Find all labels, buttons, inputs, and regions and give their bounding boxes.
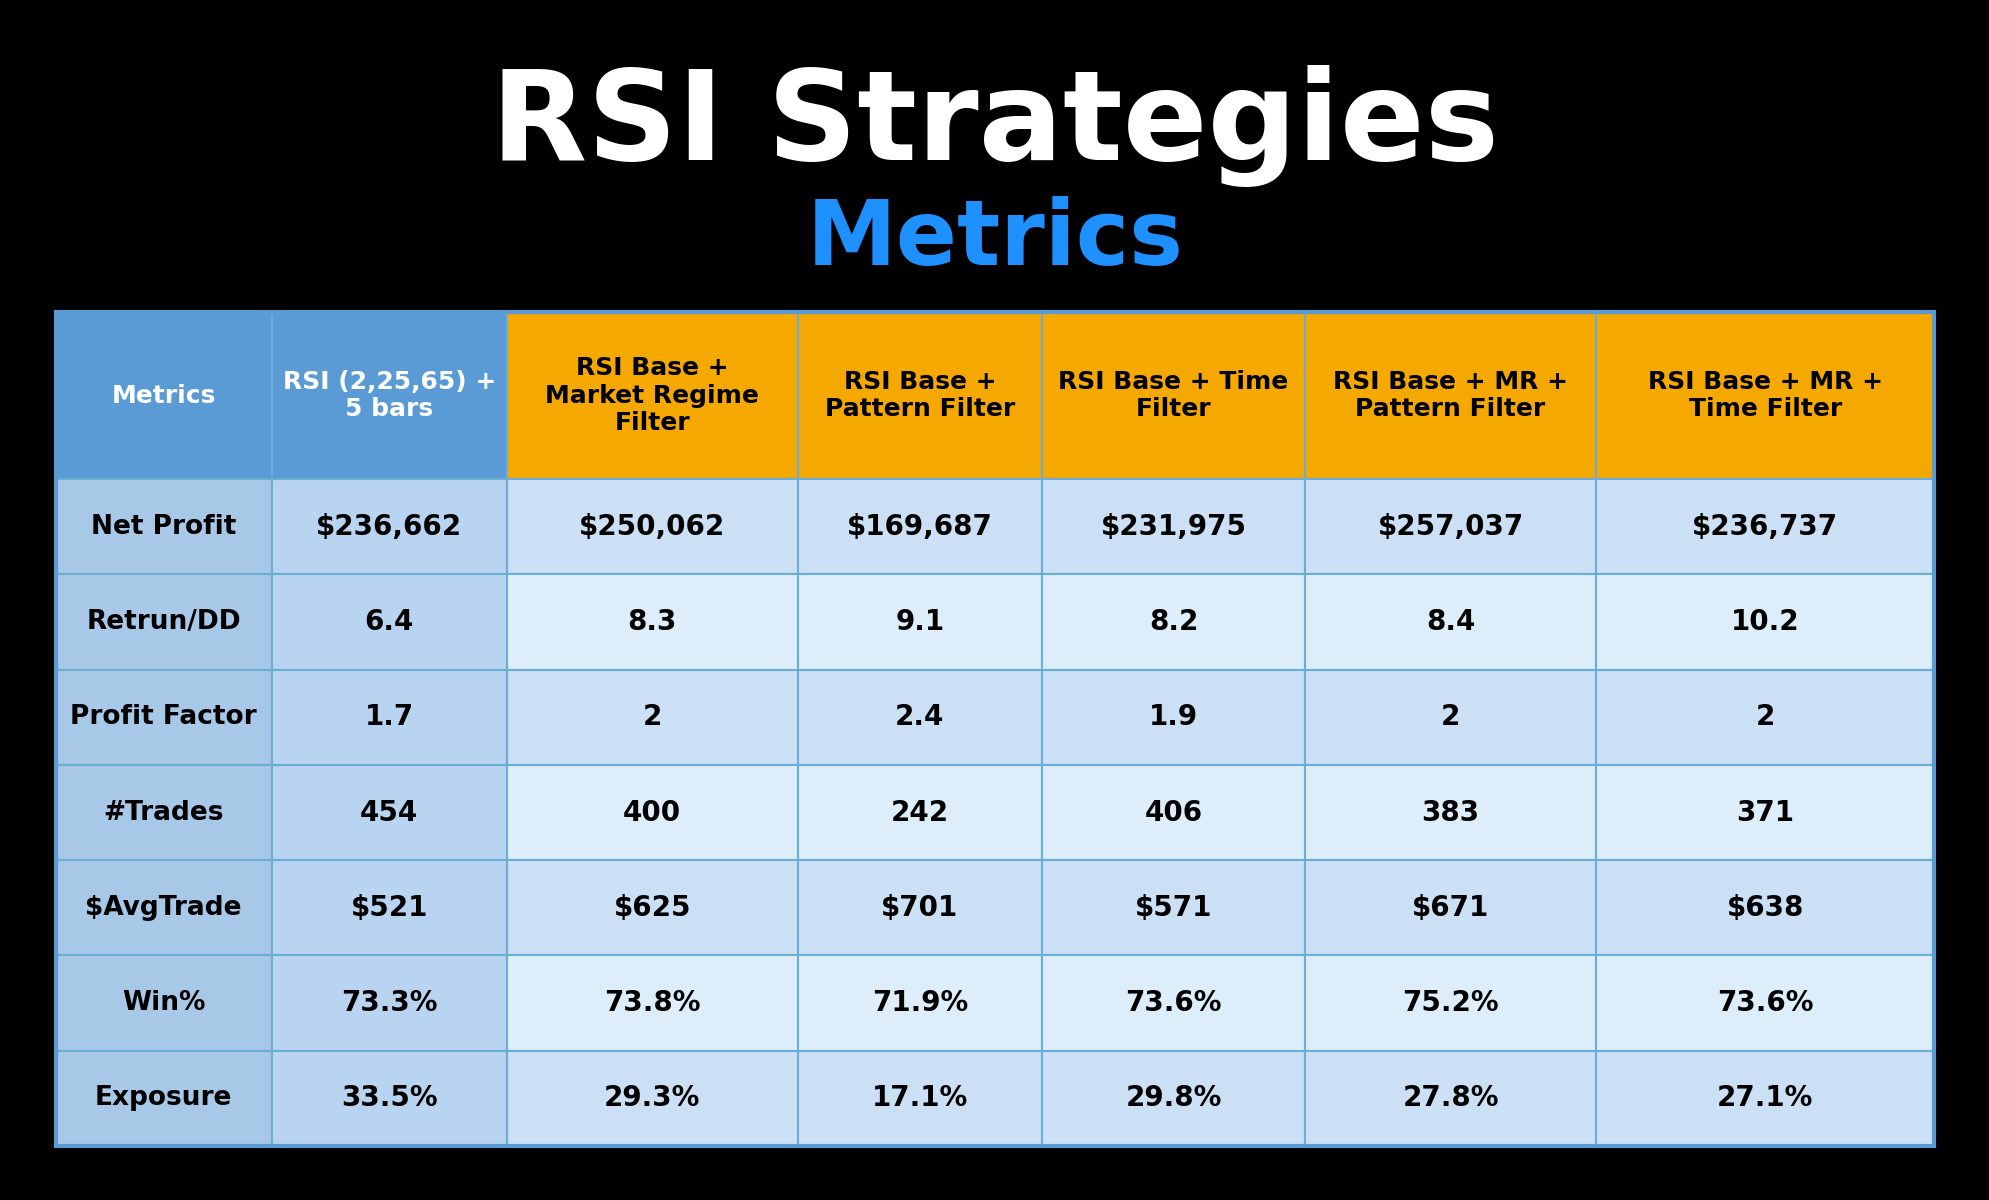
Text: 71.9%: 71.9% [871, 989, 967, 1018]
Text: $236,662: $236,662 [316, 512, 461, 541]
Text: $638: $638 [1726, 894, 1802, 922]
Text: 406: 406 [1144, 798, 1201, 827]
Text: 1.9: 1.9 [1148, 703, 1197, 731]
Text: $257,037: $257,037 [1376, 512, 1524, 541]
Text: Win%: Win% [121, 990, 205, 1016]
Text: RSI Base + Time
Filter: RSI Base + Time Filter [1058, 370, 1289, 421]
Text: 6.4: 6.4 [364, 608, 414, 636]
Text: 2: 2 [1754, 703, 1774, 731]
Text: 33.5%: 33.5% [340, 1085, 438, 1112]
Text: 10.2: 10.2 [1730, 608, 1798, 636]
Text: 9.1: 9.1 [895, 608, 945, 636]
Text: 73.3%: 73.3% [340, 989, 438, 1018]
Text: $521: $521 [350, 894, 428, 922]
Text: 400: 400 [623, 798, 680, 827]
Text: RSI Base + MR +
Time Filter: RSI Base + MR + Time Filter [1647, 370, 1882, 421]
Text: RSI Base +
Market Regime
Filter: RSI Base + Market Regime Filter [545, 355, 758, 436]
Text: Net Profit: Net Profit [91, 514, 237, 540]
Text: 73.6%: 73.6% [1124, 989, 1221, 1018]
Text: 454: 454 [360, 798, 418, 827]
Text: RSI Base + MR +
Pattern Filter: RSI Base + MR + Pattern Filter [1333, 370, 1567, 421]
Text: 2.4: 2.4 [895, 703, 945, 731]
Text: $701: $701 [881, 894, 959, 922]
Text: 8.4: 8.4 [1426, 608, 1474, 636]
Text: 371: 371 [1734, 798, 1794, 827]
Text: 27.8%: 27.8% [1402, 1085, 1498, 1112]
Text: RSI Strategies: RSI Strategies [491, 65, 1498, 187]
Text: $571: $571 [1134, 894, 1211, 922]
Text: 383: 383 [1420, 798, 1480, 827]
Text: $AvgTrade: $AvgTrade [86, 895, 243, 920]
Text: 242: 242 [891, 798, 949, 827]
Text: $231,975: $231,975 [1100, 512, 1245, 541]
Text: RSI (2,25,65) +
5 bars: RSI (2,25,65) + 5 bars [282, 370, 495, 421]
Text: Profit Factor: Profit Factor [70, 704, 257, 731]
Text: 1.7: 1.7 [364, 703, 414, 731]
Text: $671: $671 [1412, 894, 1488, 922]
Text: RSI Base +
Pattern Filter: RSI Base + Pattern Filter [823, 370, 1014, 421]
Text: 75.2%: 75.2% [1402, 989, 1498, 1018]
Text: 2: 2 [642, 703, 662, 731]
Text: $625: $625 [613, 894, 690, 922]
Text: 73.8%: 73.8% [603, 989, 700, 1018]
Text: 8.2: 8.2 [1148, 608, 1197, 636]
Text: 29.8%: 29.8% [1124, 1085, 1221, 1112]
Text: 73.6%: 73.6% [1717, 989, 1812, 1018]
Text: Metrics: Metrics [111, 384, 217, 408]
Text: $236,737: $236,737 [1691, 512, 1838, 541]
Text: Retrun/DD: Retrun/DD [86, 610, 241, 635]
Text: $250,062: $250,062 [579, 512, 724, 541]
Text: Exposure: Exposure [95, 1085, 233, 1111]
Text: 2: 2 [1440, 703, 1460, 731]
Text: 27.1%: 27.1% [1717, 1085, 1812, 1112]
Text: 8.3: 8.3 [627, 608, 676, 636]
Text: #Trades: #Trades [103, 799, 225, 826]
Text: $169,687: $169,687 [847, 512, 993, 541]
Text: Metrics: Metrics [806, 196, 1183, 284]
Text: 17.1%: 17.1% [871, 1085, 967, 1112]
Text: 29.3%: 29.3% [605, 1085, 700, 1112]
